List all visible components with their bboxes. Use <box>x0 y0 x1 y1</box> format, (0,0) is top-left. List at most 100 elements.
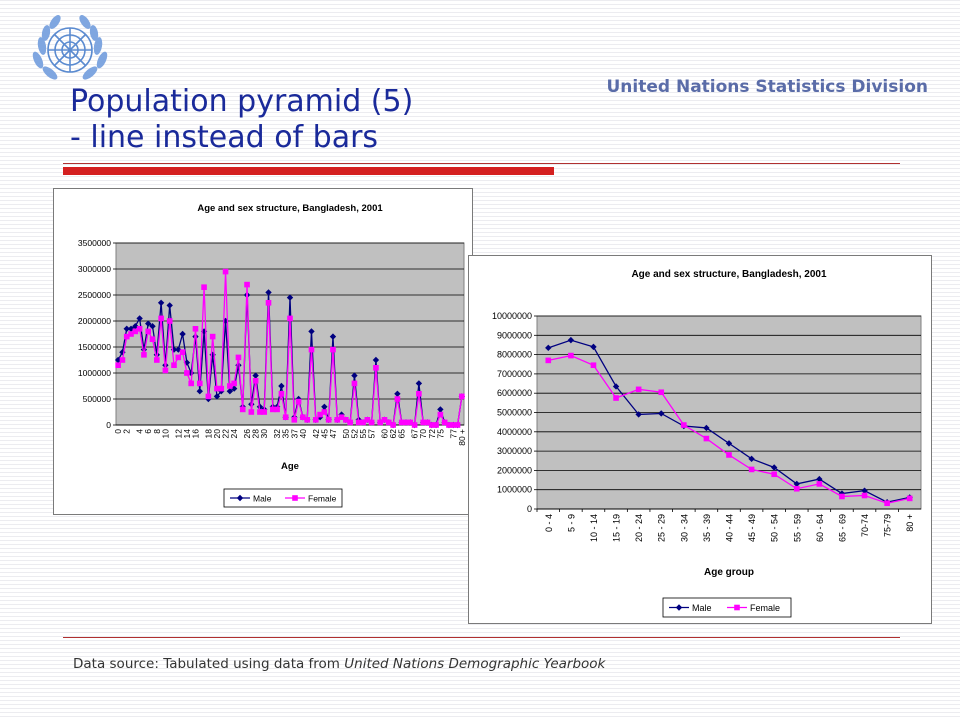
data-point-female <box>291 417 298 423</box>
y-tick-label: 3500000 <box>78 238 111 248</box>
x-tick-label: 40 <box>298 429 308 439</box>
data-point-female <box>115 362 121 368</box>
data-point-male <box>149 323 156 330</box>
y-tick-label: 500000 <box>83 394 112 404</box>
data-point-female <box>441 419 448 426</box>
x-tick-label: 30 <box>259 429 269 439</box>
legend-label-female: Female <box>750 603 780 613</box>
chart-single-age-svg: Age and sex structure, Bangladesh, 2001 0… <box>78 203 467 508</box>
data-point-female <box>179 349 186 355</box>
y-tick-label: 1000000 <box>78 368 111 378</box>
data-point-female <box>861 492 868 499</box>
data-point-female <box>321 409 328 415</box>
data-point-female <box>330 346 336 353</box>
legend-marker-male <box>236 494 244 502</box>
x-tick-label: 10 <box>160 429 170 439</box>
bottom-rule <box>63 637 900 638</box>
data-point-female <box>184 370 190 376</box>
data-point-female <box>244 281 250 288</box>
data-point-female <box>446 422 452 428</box>
data-point-male <box>136 315 143 322</box>
x-tick-label: 35 <box>281 429 291 439</box>
data-point-female <box>338 414 345 420</box>
x-tick-label: 50 <box>341 429 351 439</box>
y-tick-label: 1000000 <box>497 485 532 495</box>
data-point-female <box>390 422 396 428</box>
data-point-female <box>381 417 388 423</box>
data-point-female <box>398 419 405 426</box>
data-point-female <box>257 409 263 415</box>
x-tick-label: 50 - 54 <box>770 514 780 542</box>
x-axis-title: Age group <box>704 567 754 578</box>
data-point-female <box>278 391 285 397</box>
data-point-female <box>360 419 366 426</box>
data-point-female <box>312 417 319 423</box>
top-rule <box>63 163 900 164</box>
x-tick-label: 20 - 24 <box>634 514 644 542</box>
legend-marker-female <box>292 495 298 501</box>
data-point-female <box>355 419 362 426</box>
x-tick-label: 12 <box>173 429 183 439</box>
x-tick-label: 52 <box>349 429 359 439</box>
legend-label-male: Male <box>692 603 712 613</box>
data-point-female <box>300 414 306 420</box>
legend-marker-female <box>734 604 740 611</box>
data-point-male <box>372 356 380 364</box>
x-tick-label: 57 <box>367 429 377 439</box>
data-point-female <box>209 333 216 340</box>
data-point-male <box>415 380 423 387</box>
y-tick-label: 0 <box>106 420 111 430</box>
chart-legend: Male Female <box>223 488 343 508</box>
x-tick-label: 32 <box>272 429 282 439</box>
data-point-female <box>287 315 293 322</box>
data-source-note: Data source: Tabulated using data from U… <box>73 656 605 672</box>
y-tick-label: 3000000 <box>497 446 532 456</box>
data-point-male <box>308 328 315 335</box>
data-point-male <box>114 356 122 364</box>
data-point-female <box>748 466 755 473</box>
data-point-female <box>394 396 401 402</box>
data-point-female <box>450 422 457 428</box>
series-female <box>115 268 465 428</box>
data-point-female <box>214 385 220 392</box>
y-tick-label: 2000000 <box>497 465 532 475</box>
x-tick-label: 67 <box>410 429 420 439</box>
y-tick-label: 3000000 <box>78 264 111 274</box>
data-point-female <box>201 284 207 290</box>
data-point-female <box>239 406 246 413</box>
x-tick-label: 70-74 <box>860 514 870 537</box>
x-tick-label: 35 - 39 <box>702 514 712 542</box>
data-point-female <box>884 500 890 507</box>
title-accent-bar <box>63 167 554 175</box>
series-female <box>545 352 913 507</box>
data-point-female <box>282 414 289 420</box>
data-point-female <box>308 346 315 353</box>
x-tick-label: 4 <box>135 429 145 434</box>
data-point-male <box>196 388 203 395</box>
data-point-male <box>286 294 294 301</box>
x-tick-label: 30 - 34 <box>679 514 689 542</box>
x-tick-label: 20 <box>212 429 222 439</box>
data-point-female <box>222 268 229 275</box>
data-point-female <box>274 406 280 413</box>
data-point-female <box>145 328 152 335</box>
x-tick-label: 80 + <box>905 514 915 532</box>
data-point-female <box>265 300 272 306</box>
title-line-1: Population pyramid (5) <box>70 84 414 119</box>
x-tick-label: 0 <box>113 429 123 434</box>
x-tick-label: 2 <box>122 429 132 434</box>
x-tick-label: 60 <box>380 429 390 439</box>
data-point-male <box>166 302 173 309</box>
x-tick-label: 26 <box>242 429 252 439</box>
data-point-male <box>123 325 130 332</box>
x-tick-label: 5 - 9 <box>566 514 576 532</box>
x-tick-label: 47 <box>328 429 338 439</box>
data-point-female <box>231 380 237 387</box>
data-point-male <box>226 388 234 395</box>
data-point-female <box>295 398 302 405</box>
x-tick-label: 40 - 44 <box>725 514 735 542</box>
slide-title: Population pyramid (5) - line instead of… <box>70 84 413 156</box>
data-point-female <box>119 357 126 363</box>
data-point-female <box>568 352 574 359</box>
data-point-female <box>407 419 414 426</box>
